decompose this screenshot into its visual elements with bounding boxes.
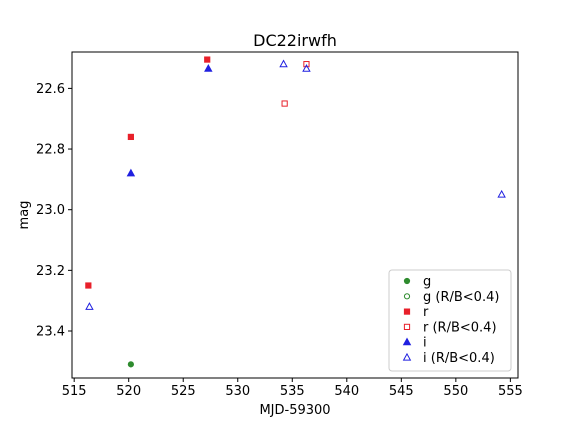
legend-marker-i-r-b-0-4	[402, 352, 412, 361]
y-tick-label-22.8: 22.8	[36, 143, 65, 158]
data-point-i-1	[126, 168, 136, 177]
x-tick-label-555: 555	[498, 384, 523, 399]
y-tick-label-22.6: 22.6	[36, 82, 65, 97]
legend-label-r-r-b-0-4: r (R/B<0.4)	[423, 320, 497, 335]
y-tick-label-23.2: 23.2	[36, 264, 65, 279]
data-point-r-3	[204, 56, 211, 63]
chart-title: DC22irwfh	[253, 31, 337, 50]
y-axis: 22.6 22.8 23.0 23.2 23.4	[36, 82, 72, 339]
legend-label-i-r-b-0-4: i (R/B<0.4)	[423, 351, 495, 366]
legend-marker-g	[403, 277, 411, 285]
data-point-r-2	[127, 133, 134, 141]
data-point-r-r-b-0-4-2	[303, 61, 310, 68]
legend-label-i: i	[423, 336, 427, 351]
data-point-r-1	[85, 282, 92, 289]
y-axis-label: mag	[17, 201, 32, 230]
x-tick-label-520: 520	[116, 384, 141, 399]
plot-points	[85, 56, 506, 368]
x-tick-label-550: 550	[443, 384, 468, 399]
x-axis-label: MJD-59300	[259, 403, 330, 418]
legend-label-r: r	[423, 305, 429, 320]
plot-frame	[71, 51, 519, 379]
y-tick-label-23: 23.0	[36, 203, 65, 218]
legend-label-g-r-b-0-4: g (R/B<0.4)	[423, 290, 499, 305]
legend-marker-r-r-b-0-4	[403, 323, 411, 330]
legend-label-g: g	[423, 275, 431, 290]
x-tick-label-515: 515	[62, 384, 87, 399]
data-point-r-r-b-0-4-1	[281, 100, 288, 107]
x-axis: 515 520 525 530 535 540 545 550 555	[62, 378, 523, 399]
data-point-g-1	[127, 361, 134, 368]
legend-marker-g-r-b-0-4	[403, 293, 411, 300]
x-tick-label-525: 525	[171, 384, 196, 399]
data-point-i-r-b-0-4-4	[497, 189, 506, 198]
x-tick-label-545: 545	[389, 384, 414, 399]
legend-frame	[388, 269, 512, 372]
data-point-i-2	[204, 64, 213, 72]
data-point-i-r-b-0-4-2	[279, 59, 288, 68]
legend-marker-i	[402, 337, 412, 346]
data-point-i-r-b-0-4-1	[85, 302, 94, 310]
data-point-i-r-b-0-4-3	[302, 64, 311, 72]
x-tick-label-530: 530	[225, 384, 250, 399]
legend: gg (R/B<0.4)rr (R/B<0.4)ii (R/B<0.4)	[388, 269, 512, 372]
x-tick-label-540: 540	[334, 384, 359, 399]
x-tick-label-535: 535	[280, 384, 305, 399]
legend-marker-r	[403, 308, 411, 315]
y-tick-label-23.4: 23.4	[36, 324, 65, 339]
